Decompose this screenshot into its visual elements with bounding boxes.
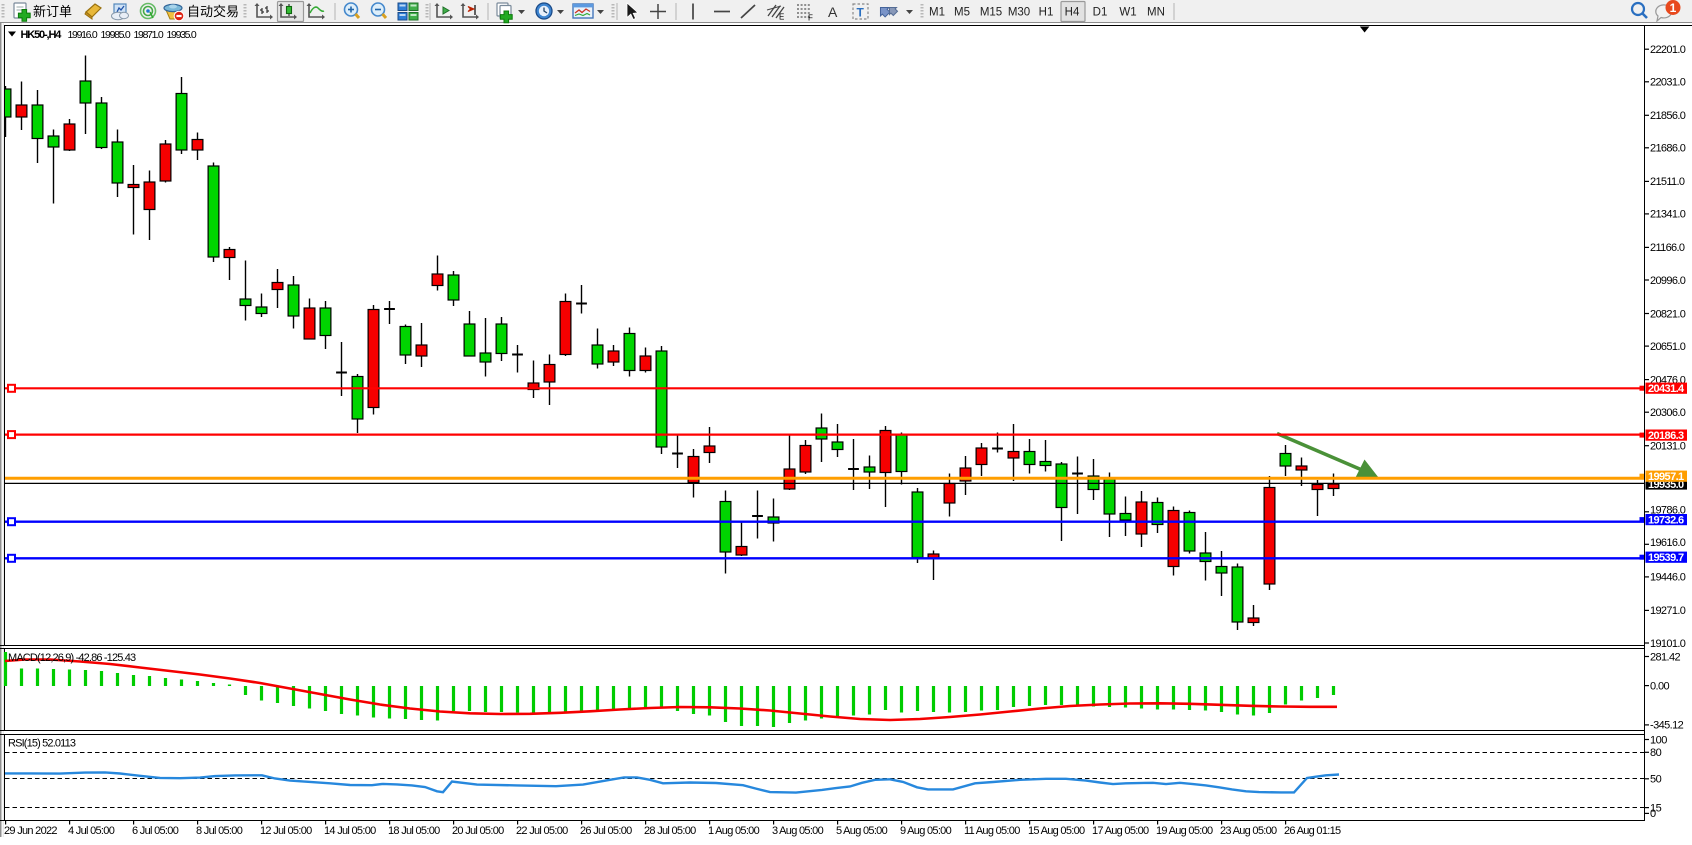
svg-text:50: 50 (1650, 774, 1662, 786)
svg-text:18 Jul 05:00: 18 Jul 05:00 (388, 825, 440, 837)
svg-text:HK50-,H4: HK50-,H4 (21, 29, 63, 41)
svg-text:19732.6: 19732.6 (1648, 515, 1684, 527)
svg-text:8 Jul 05:00: 8 Jul 05:00 (196, 825, 243, 837)
svg-text:22 Jul 05:00: 22 Jul 05:00 (516, 825, 568, 837)
svg-text:80: 80 (1650, 747, 1662, 759)
svg-text:17 Aug 05:00: 17 Aug 05:00 (1092, 825, 1149, 837)
svg-text:RSI(15) 52.0113: RSI(15) 52.0113 (8, 738, 76, 750)
svg-text:281.42: 281.42 (1650, 651, 1681, 663)
svg-text:26 Jul 05:00: 26 Jul 05:00 (580, 825, 632, 837)
svg-text:M30: M30 (1008, 7, 1030, 19)
svg-text:26 Aug 01:15: 26 Aug 01:15 (1284, 825, 1341, 837)
svg-text:3 Aug 05:00: 3 Aug 05:00 (772, 825, 824, 837)
svg-text:19985.0: 19985.0 (101, 29, 131, 41)
svg-text:21686.0: 21686.0 (1650, 143, 1686, 155)
svg-text:F: F (808, 14, 813, 23)
svg-text:MACD(12,26,9) -42.86 -125.43: MACD(12,26,9) -42.86 -125.43 (8, 652, 136, 664)
svg-text:21511.0: 21511.0 (1650, 176, 1685, 188)
svg-text:0: 0 (1650, 808, 1656, 820)
svg-text:20431.4: 20431.4 (1648, 383, 1685, 395)
svg-text:20996.0: 20996.0 (1650, 275, 1686, 287)
svg-text:A: A (828, 4, 838, 20)
svg-text:12 Jul 05:00: 12 Jul 05:00 (260, 825, 312, 837)
svg-text:1: 1 (1670, 1, 1677, 15)
svg-text:20306.0: 20306.0 (1650, 407, 1686, 419)
svg-text:-345.12: -345.12 (1650, 720, 1684, 732)
svg-text:19935.0: 19935.0 (167, 29, 197, 41)
svg-text:20651.0: 20651.0 (1650, 341, 1686, 353)
svg-text:19101.0: 19101.0 (1650, 638, 1686, 650)
svg-text:19916.0: 19916.0 (68, 29, 98, 41)
svg-text:20821.0: 20821.0 (1650, 308, 1686, 320)
svg-text:W1: W1 (1119, 7, 1136, 19)
svg-text:21341.0: 21341.0 (1650, 209, 1686, 221)
svg-text:H1: H1 (1039, 7, 1054, 19)
svg-text:19271.0: 19271.0 (1650, 605, 1686, 617)
svg-text:5 Aug 05:00: 5 Aug 05:00 (836, 825, 888, 837)
svg-text:19539.7: 19539.7 (1648, 552, 1684, 564)
svg-text:19 Aug 05:00: 19 Aug 05:00 (1156, 825, 1213, 837)
svg-text:21856.0: 21856.0 (1650, 110, 1686, 122)
svg-text:4 Jul 05:00: 4 Jul 05:00 (68, 825, 115, 837)
svg-text:19935.0: 19935.0 (1648, 479, 1684, 491)
svg-text:M1: M1 (929, 7, 945, 19)
svg-text:21166.0: 21166.0 (1650, 242, 1685, 254)
svg-text:6 Jul 05:00: 6 Jul 05:00 (132, 825, 179, 837)
svg-text:20186.3: 20186.3 (1648, 430, 1684, 442)
svg-text:0.00: 0.00 (1650, 680, 1669, 692)
svg-text:M5: M5 (954, 7, 970, 19)
svg-text:22201.0: 22201.0 (1650, 44, 1686, 56)
svg-text:19957.1: 19957.1 (1648, 471, 1684, 483)
svg-text:D1: D1 (1093, 7, 1108, 19)
svg-text:100: 100 (1650, 734, 1667, 746)
svg-text:MN: MN (1147, 7, 1165, 19)
svg-text:M15: M15 (980, 7, 1002, 19)
svg-text:15: 15 (1650, 802, 1662, 814)
svg-text:28 Jul 05:00: 28 Jul 05:00 (644, 825, 696, 837)
svg-text:23 Aug 05:00: 23 Aug 05:00 (1220, 825, 1277, 837)
svg-text:新订单: 新订单 (33, 4, 72, 19)
svg-text:19446.0: 19446.0 (1650, 572, 1686, 584)
svg-text:29 Jun 2022: 29 Jun 2022 (4, 825, 57, 837)
svg-text:H4: H4 (1065, 7, 1080, 19)
svg-text:11 Aug 05:00: 11 Aug 05:00 (964, 825, 1020, 837)
svg-text:E: E (779, 13, 784, 22)
svg-text:14 Jul 05:00: 14 Jul 05:00 (324, 825, 376, 837)
svg-text:19871.0: 19871.0 (134, 29, 164, 41)
svg-text:T: T (857, 6, 865, 20)
svg-text:20 Jul 05:00: 20 Jul 05:00 (452, 825, 504, 837)
svg-text:20131.0: 20131.0 (1650, 441, 1686, 453)
svg-text:1 Aug 05:00: 1 Aug 05:00 (708, 825, 760, 837)
svg-text:15 Aug 05:00: 15 Aug 05:00 (1028, 825, 1085, 837)
svg-text:19616.0: 19616.0 (1650, 537, 1686, 549)
svg-text:9 Aug 05:00: 9 Aug 05:00 (900, 825, 952, 837)
svg-text:自动交易: 自动交易 (187, 4, 239, 19)
svg-text:22031.0: 22031.0 (1650, 77, 1686, 89)
svg-text:19786.0: 19786.0 (1650, 505, 1686, 517)
